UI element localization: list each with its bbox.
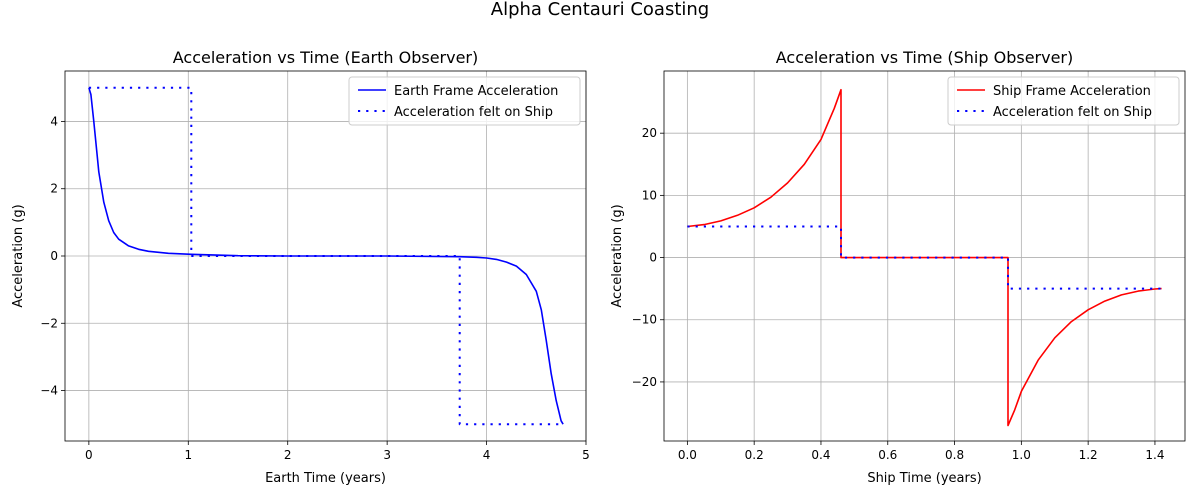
chart-0-title: Acceleration vs Time (Earth Observer) (173, 48, 479, 67)
chart-0-legend-label-1: Acceleration felt on Ship (394, 105, 553, 120)
chart-1-y-tick-label-1: −10 (632, 313, 657, 327)
chart-0-legend-box (348, 76, 581, 126)
chart-1-y-tick-label-4: 20 (642, 126, 657, 140)
chart-1-x-tick-label-5: 1.0 (1012, 448, 1031, 462)
chart-1-legend: Ship Frame Acceleration Acceleration felt… (947, 76, 1180, 126)
chart-0-x-tick-label-2: 2 (284, 448, 292, 462)
chart-0-x-tick-label-0: 0 (85, 448, 93, 462)
chart-0-x-tick-label-1: 1 (184, 448, 192, 462)
chart-0-y-tick-label-3: 2 (50, 182, 58, 196)
chart-1-x-tick-label-0: 0.0 (678, 448, 697, 462)
chart-1-y-tick-label-2: 0 (649, 251, 657, 265)
chart-1-y-tick-label-3: 10 (642, 188, 657, 202)
chart-0-series-0-line (88, 87, 564, 425)
chart-0-legend: Earth Frame Acceleration Acceleration fel… (348, 76, 581, 126)
chart-1-legend-label-1: Acceleration felt on Ship (993, 105, 1152, 120)
chart-0-x-axis-label: Earth Time (years) (265, 471, 386, 486)
chart-1-y-tick-label-0: −20 (632, 375, 657, 389)
earth-observer-panel: 0 1 2 3 4 5 −4 −2 0 2 4 Acceleration vs Time (Earth… (11, 48, 590, 486)
chart-1-title: Acceleration vs Time (Ship Observer) (776, 48, 1074, 67)
chart-1-series-0-line (687, 88, 1162, 427)
chart-1-x-axis-label: Ship Time (years) (867, 471, 981, 486)
chart-0-legend-label-0: Earth Frame Acceleration (394, 84, 558, 99)
chart-0-y-tick-label-4: 4 (50, 114, 58, 128)
chart-0-y-tick-label-0: −4 (40, 384, 58, 398)
chart-1-x-tick-label-2: 0.4 (811, 448, 830, 462)
chart-1-legend-box (947, 76, 1180, 126)
chart-1-x-tick-label-6: 1.2 (1079, 448, 1098, 462)
chart-1-x-tick-label-1: 0.2 (745, 448, 764, 462)
chart-1-x-tick-label-3: 0.6 (878, 448, 897, 462)
ship-observer-panel: 0.0 0.2 0.4 0.6 0.8 1.0 1.2 1.4 −20 −10 0 10 20 Accel… (610, 48, 1186, 486)
chart-1-axes-frame (663, 70, 1186, 442)
chart-0-y-tick-label-2: 0 (50, 249, 58, 263)
figure-title: Alpha Centauri Coasting (491, 0, 709, 20)
chart-0-x-tick-label-5: 5 (582, 448, 590, 462)
chart-1-x-tick-label-4: 0.8 (945, 448, 964, 462)
chart-1-x-tick-label-7: 1.4 (1145, 448, 1164, 462)
chart-0-y-axis-label: Acceleration (g) (11, 204, 26, 307)
chart-1-legend-label-0: Ship Frame Acceleration (993, 84, 1151, 99)
chart-1-y-axis-label: Acceleration (g) (610, 204, 625, 307)
chart-0-y-tick-label-1: −2 (40, 316, 58, 330)
chart-0-x-tick-label-4: 4 (483, 448, 491, 462)
chart-0-x-tick-label-3: 3 (383, 448, 391, 462)
